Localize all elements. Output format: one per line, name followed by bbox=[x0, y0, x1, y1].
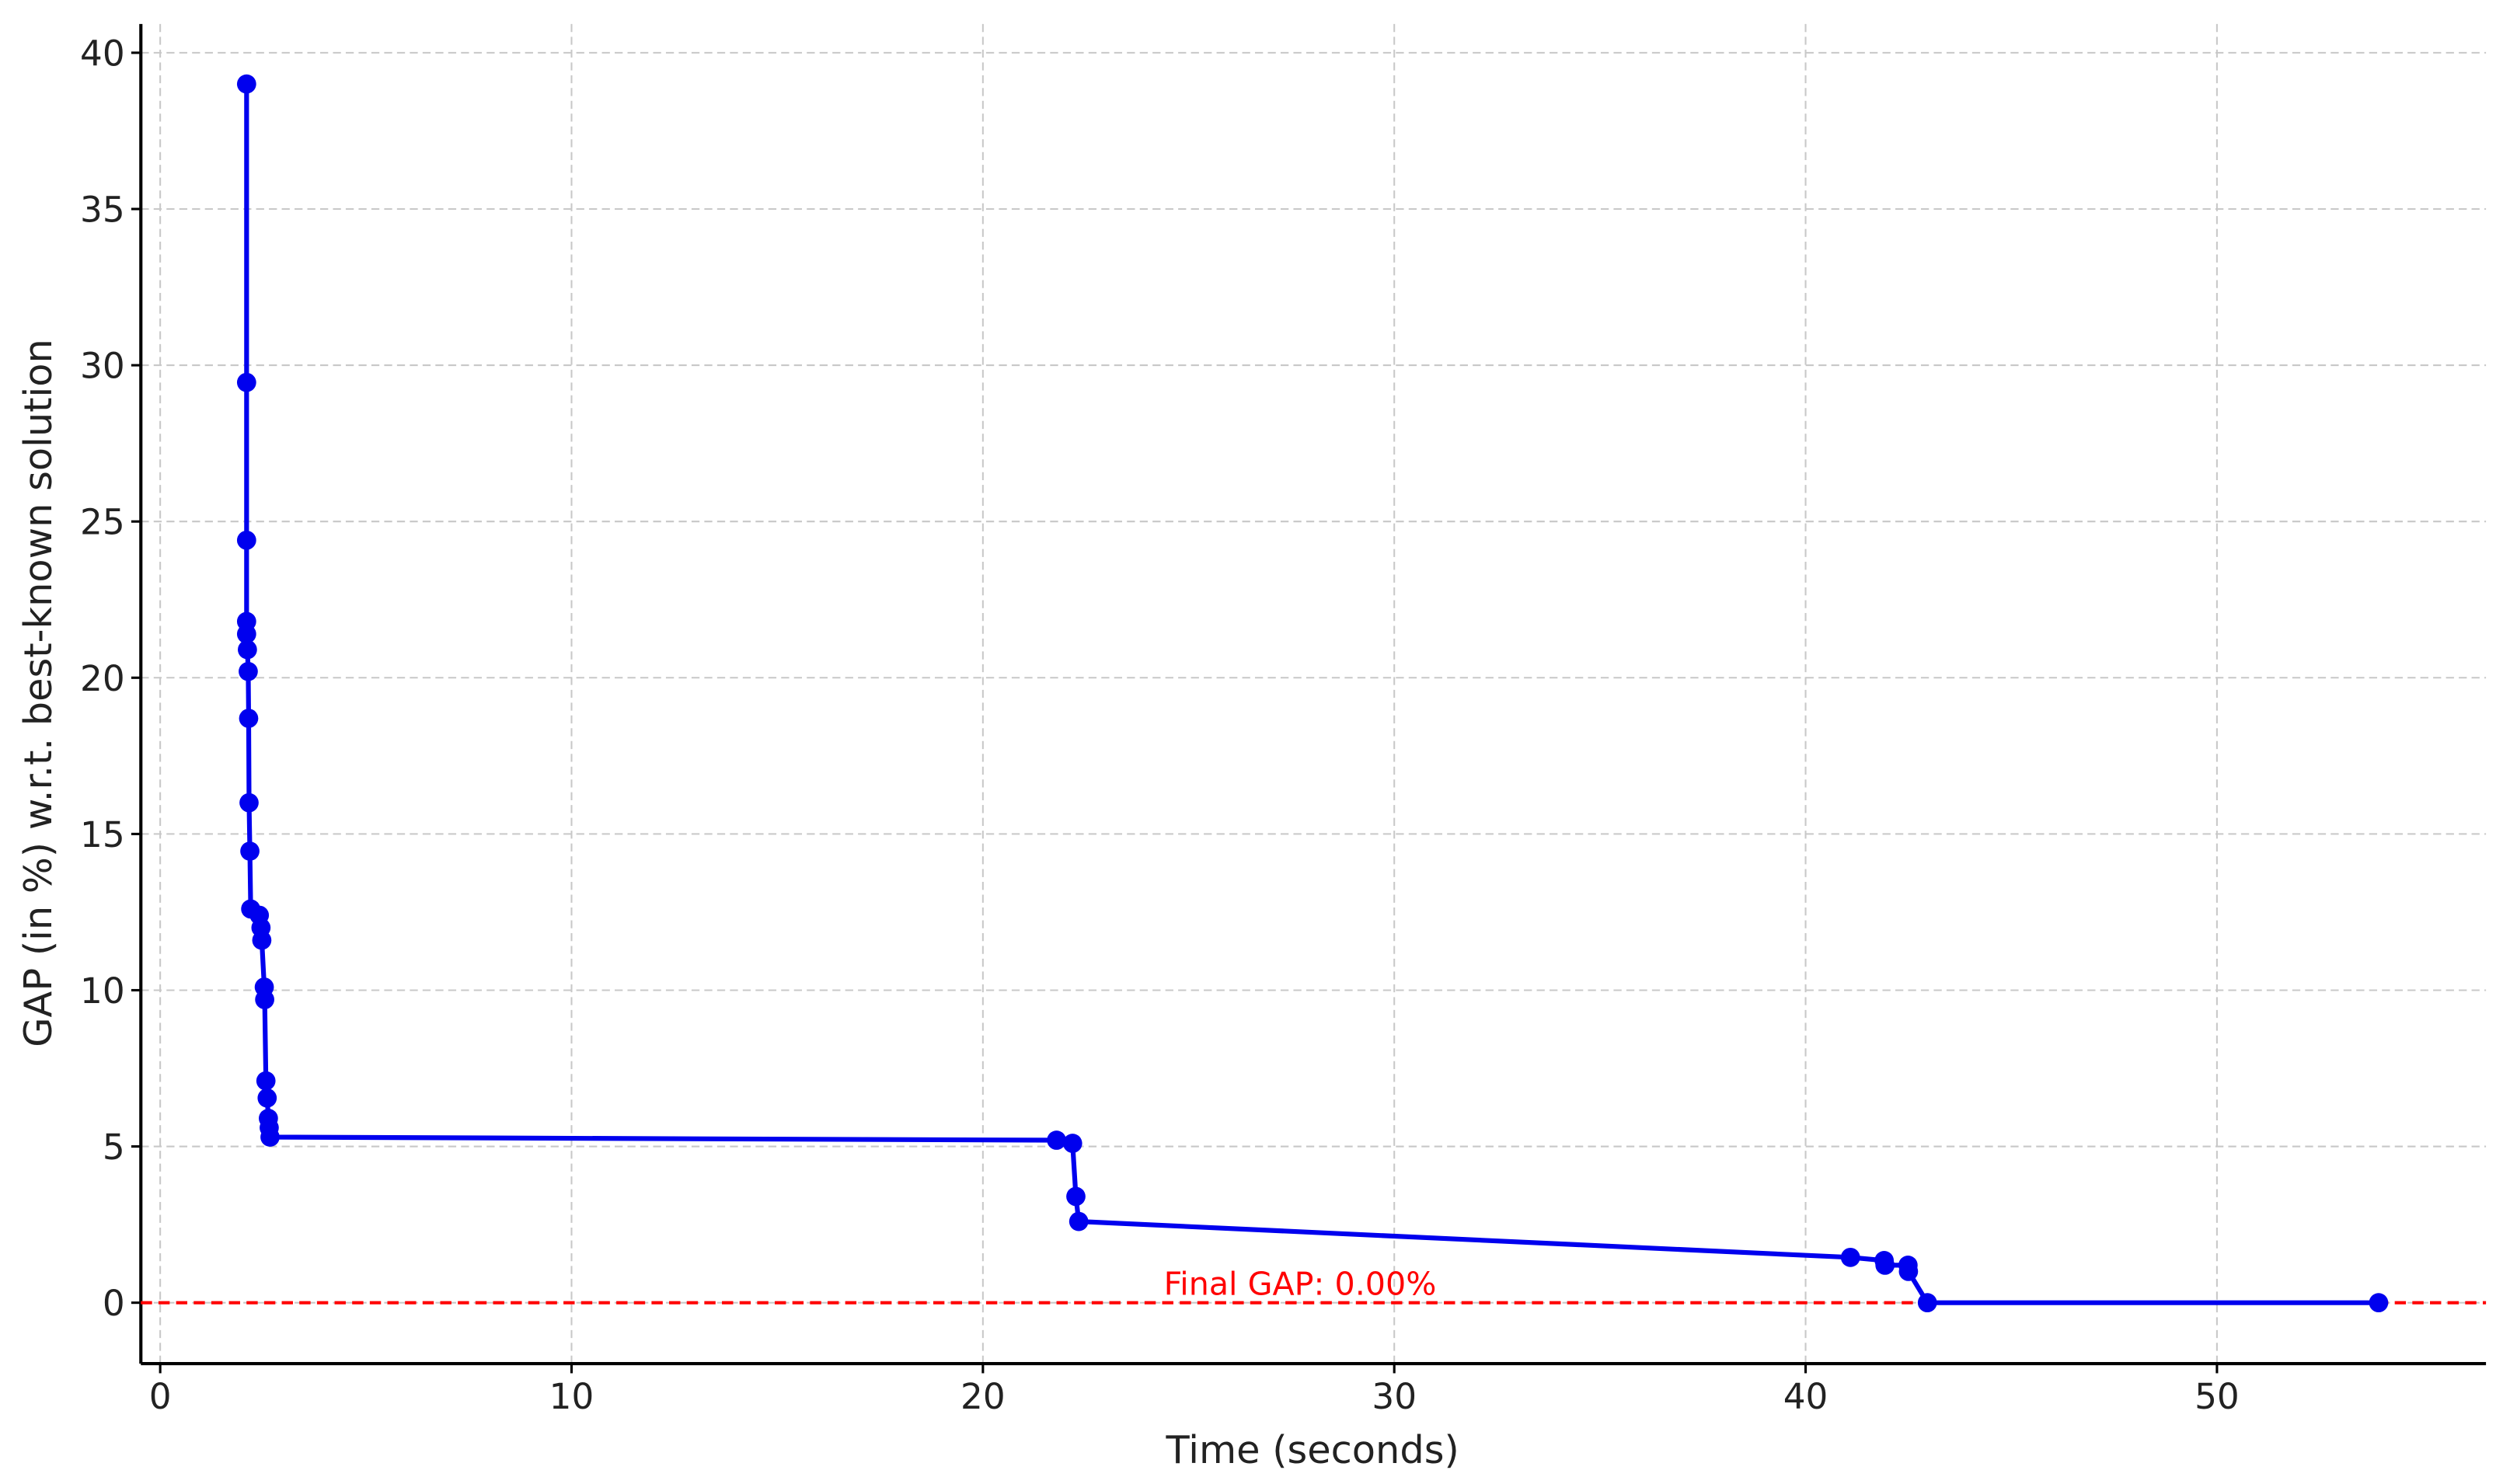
point bbox=[1047, 1130, 1066, 1150]
annotation: Final GAP: 0.00% bbox=[1164, 1265, 1437, 1302]
point bbox=[1875, 1256, 1895, 1275]
point bbox=[239, 793, 259, 813]
y-tick-label: 20 bbox=[80, 658, 125, 699]
point bbox=[1917, 1293, 1937, 1313]
point bbox=[252, 930, 272, 950]
point bbox=[240, 841, 260, 861]
y-tick-label: 10 bbox=[80, 970, 125, 1012]
point bbox=[1066, 1186, 1086, 1207]
y-tick-label: 0 bbox=[103, 1283, 125, 1324]
line bbox=[244, 84, 2379, 1305]
point bbox=[239, 661, 258, 681]
point bbox=[236, 530, 256, 550]
point bbox=[1068, 1211, 1089, 1231]
point bbox=[236, 74, 256, 94]
x-axis-label: Time (seconds) bbox=[1166, 1427, 1459, 1472]
y-tick-label: 30 bbox=[80, 346, 125, 387]
y-tick-label: 25 bbox=[80, 502, 125, 543]
point bbox=[260, 1127, 280, 1147]
point bbox=[236, 372, 256, 392]
x-tick-label: 0 bbox=[149, 1376, 172, 1417]
point bbox=[1840, 1247, 1860, 1267]
point bbox=[236, 624, 256, 644]
x-tick-label: 30 bbox=[1372, 1376, 1417, 1417]
point bbox=[257, 1088, 277, 1108]
x-tick-label: 10 bbox=[549, 1376, 594, 1417]
y-tick-label: 5 bbox=[103, 1127, 125, 1168]
y-axis-label: GAP (in %) w.r.t. best-known solution bbox=[16, 339, 61, 1047]
point bbox=[1062, 1134, 1082, 1153]
y-tick-label: 35 bbox=[80, 189, 125, 230]
point bbox=[2369, 1293, 2389, 1313]
point bbox=[239, 709, 259, 728]
point bbox=[255, 990, 274, 1009]
y-tick-label: 40 bbox=[80, 33, 125, 74]
x-tick-label: 50 bbox=[2195, 1376, 2240, 1417]
y-tick-label: 15 bbox=[80, 814, 125, 855]
x-tick-label: 20 bbox=[960, 1376, 1006, 1417]
point bbox=[256, 1071, 276, 1091]
point bbox=[238, 639, 257, 660]
point bbox=[1898, 1262, 1919, 1281]
x-tick-label: 40 bbox=[1783, 1376, 1828, 1417]
